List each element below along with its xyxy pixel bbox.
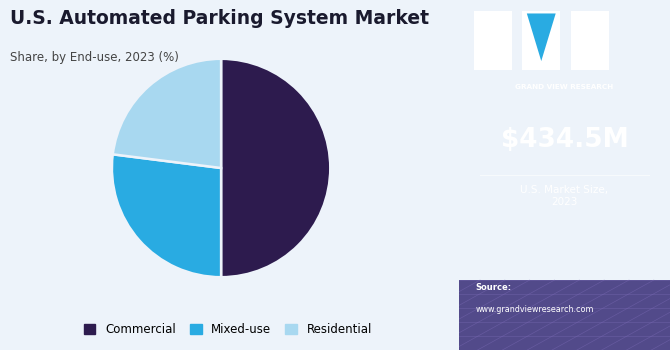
Text: Share, by End-use, 2023 (%): Share, by End-use, 2023 (%) — [10, 51, 179, 64]
Text: U.S. Market Size,
2023: U.S. Market Size, 2023 — [521, 186, 608, 207]
Wedge shape — [112, 154, 221, 277]
Bar — [571, 10, 609, 70]
Text: Source:: Source: — [476, 284, 512, 293]
Text: U.S. Automated Parking System Market: U.S. Automated Parking System Market — [10, 9, 429, 28]
Polygon shape — [527, 13, 555, 61]
Legend: Commercial, Mixed-use, Residential: Commercial, Mixed-use, Residential — [79, 318, 377, 341]
Text: www.grandviewresearch.com: www.grandviewresearch.com — [476, 304, 594, 314]
Bar — [459, 280, 670, 350]
Wedge shape — [113, 59, 221, 168]
Text: GRAND VIEW RESEARCH: GRAND VIEW RESEARCH — [515, 84, 614, 90]
Bar — [523, 10, 560, 70]
Bar — [474, 10, 512, 70]
Text: $434.5M: $434.5M — [500, 127, 628, 153]
Wedge shape — [221, 59, 330, 277]
